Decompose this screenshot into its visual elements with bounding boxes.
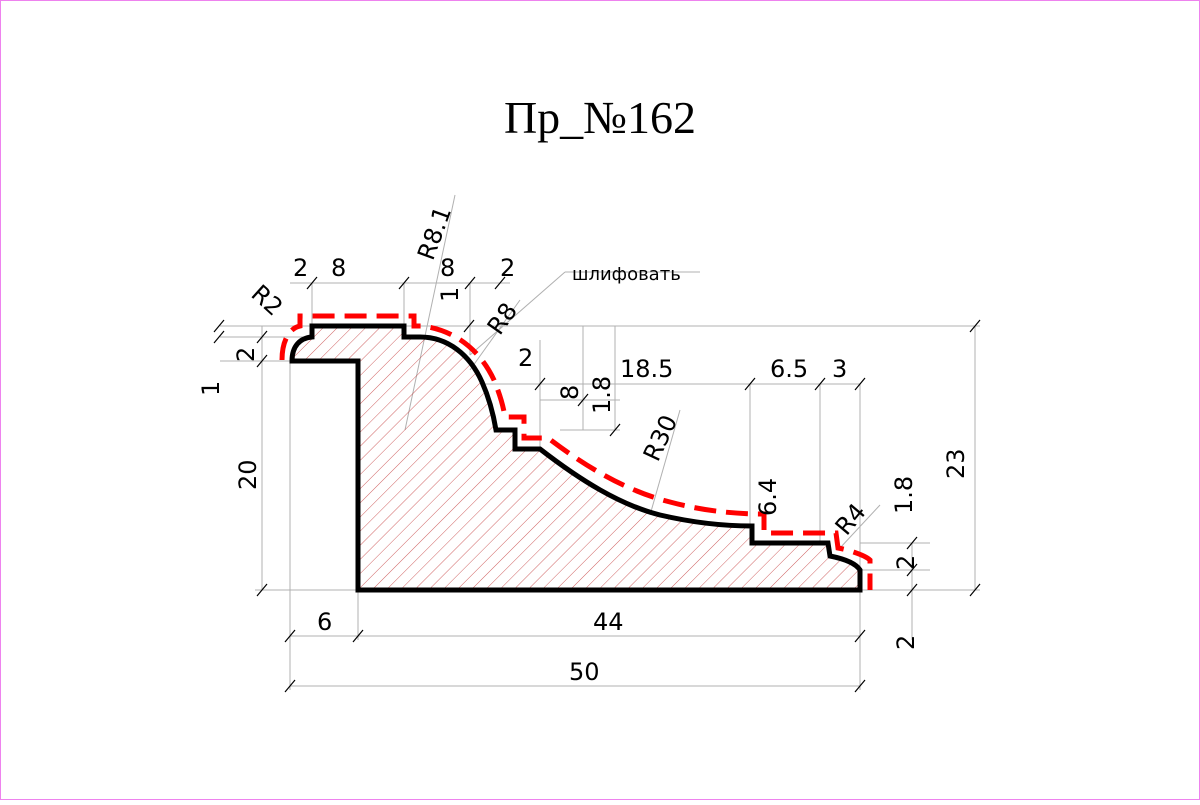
dim-mid-2: 2 <box>518 344 533 372</box>
dim-top-1: 1 <box>436 287 464 302</box>
dim-top-6-5: 6.5 <box>770 355 808 383</box>
dim-left-20: 20 <box>234 459 262 490</box>
dim-top-2a: 2 <box>293 254 308 282</box>
dim-bottom-50: 50 <box>569 658 600 686</box>
drawing-title: Пр_№162 <box>504 92 696 143</box>
dim-top-8b: 8 <box>440 254 455 282</box>
dim-bottom-44: 44 <box>593 608 624 636</box>
dim-top-2b: 2 <box>500 254 515 282</box>
dim-bottom-6: 6 <box>317 608 332 636</box>
dim-right-2: 2 <box>892 555 920 570</box>
dim-right-23: 23 <box>942 448 970 479</box>
dim-bottom-right-2: 2 <box>892 635 920 650</box>
dim-right-1-8: 1.8 <box>890 476 918 514</box>
dim-mid-8: 8 <box>556 385 584 400</box>
profile-outline <box>289 323 863 593</box>
finish-surface-line <box>279 313 873 590</box>
dim-left-2: 2 <box>232 347 260 362</box>
radius-label-r30: R30 <box>638 411 683 466</box>
dim-left-1: 1 <box>197 381 225 396</box>
dim-top-3: 3 <box>832 355 847 383</box>
dim-top-18-5: 18.5 <box>620 355 673 383</box>
dim-mid-1-8: 1.8 <box>588 376 616 414</box>
note-label: шлифовать <box>572 264 681 285</box>
dimension-ticks <box>213 276 981 693</box>
dim-top-8a: 8 <box>331 254 346 282</box>
dimension-labels: 2 8 8 2 1 1 2 20 2 8 1.8 18.5 6.5 3 6.4 … <box>197 254 970 686</box>
dim-step-6-4: 6.4 <box>754 478 782 516</box>
radius-label-r2: R2 <box>246 279 288 321</box>
